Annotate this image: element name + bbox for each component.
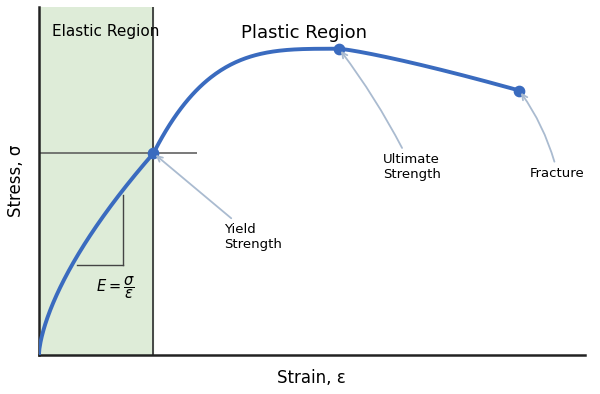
Text: Elastic Region: Elastic Region [52, 24, 160, 39]
Y-axis label: Stress, σ: Stress, σ [7, 145, 25, 217]
Text: Plastic Region: Plastic Region [241, 24, 367, 43]
Text: Yield
Strength: Yield Strength [157, 156, 283, 251]
Point [514, 87, 524, 94]
Point [149, 150, 158, 156]
Point [334, 46, 344, 52]
Bar [39, 7, 154, 355]
Text: $E = \dfrac{\sigma}{\varepsilon}$: $E = \dfrac{\sigma}{\varepsilon}$ [96, 274, 135, 301]
X-axis label: Strain, ε: Strain, ε [277, 369, 346, 387]
Text: Ultimate
Strength: Ultimate Strength [342, 52, 440, 181]
Text: Fracture: Fracture [522, 95, 585, 180]
